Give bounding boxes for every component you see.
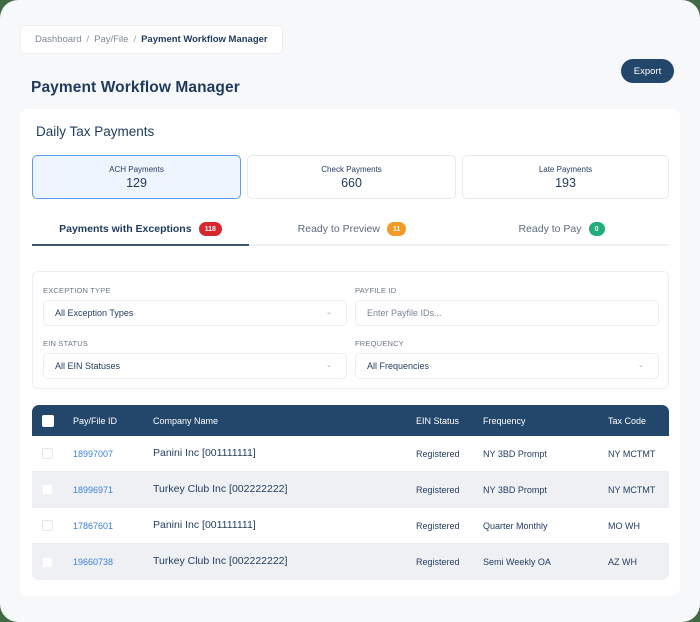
frequency-label: FREQUENCY [355, 339, 404, 348]
exception-type-select[interactable]: All Exception Types ⌄ [43, 300, 347, 326]
payfile-id-link[interactable]: 17867601 [73, 520, 114, 531]
breadcrumb-separator: / [133, 34, 137, 45]
breadcrumb-dashboard[interactable]: Dashboard [35, 34, 82, 45]
payfile-id-input[interactable]: Enter Payfile IDs... [355, 300, 659, 326]
page-title: Payment Workflow Manager [31, 79, 240, 96]
breadcrumb: Dashboard / Pay/File / Payment Workflow … [20, 25, 283, 54]
tab-ready-to-preview[interactable]: Ready to Preview 11 [249, 214, 455, 244]
tab-payments-with-exceptions[interactable]: Payments with Exceptions 118 [32, 214, 249, 246]
tab-label: Ready to Preview [297, 223, 380, 235]
frequency: Semi Weekly OA [483, 557, 551, 567]
tab-label: Payments with Exceptions [59, 223, 192, 235]
payfile-id-label: PAYFILE ID [355, 286, 397, 295]
row-checkbox[interactable] [42, 448, 53, 459]
tax-code: NY MCTMT [608, 484, 656, 495]
stat-card-ach-payments[interactable]: ACH Payments 129 [32, 155, 241, 199]
stat-value: 193 [555, 176, 576, 190]
ein-status: Registered [416, 484, 460, 495]
ein-status: Registered [416, 520, 460, 531]
frequency: NY 3BD Prompt [483, 484, 547, 495]
exceptions-count-badge: 118 [198, 222, 222, 236]
stat-value: 660 [341, 176, 362, 190]
tab-label: Ready to Pay [518, 223, 582, 235]
row-checkbox[interactable] [42, 484, 53, 495]
tax-code: MO WH [608, 520, 640, 531]
row-checkbox[interactable] [42, 520, 53, 531]
payfile-id-link[interactable]: 18996971 [73, 484, 114, 495]
stat-label: Late Payments [538, 165, 593, 174]
ein-status-label: EIN STATUS [43, 339, 89, 348]
ein-status-value: All EIN Statuses [55, 361, 121, 371]
tab-bar: Payments with Exceptions 118 Ready to Pr… [32, 214, 668, 246]
column-header-company-name[interactable]: Company Name [153, 415, 219, 426]
ein-status-select[interactable]: All EIN Statuses ⌄ [43, 353, 347, 379]
stat-card-check-payments[interactable]: Check Payments 660 [247, 155, 456, 199]
stat-label: Check Payments [321, 165, 382, 174]
export-button[interactable]: Export [621, 59, 674, 83]
section-title: Daily Tax Payments [36, 124, 155, 139]
frequency: NY 3BD Prompt [483, 448, 547, 459]
ein-status: Registered [416, 557, 460, 567]
table-header: Pay/File ID Company Name EIN Status Freq… [32, 405, 669, 436]
tax-code: NY MCTMT [608, 448, 656, 459]
column-header-frequency[interactable]: Frequency [483, 415, 526, 426]
breadcrumb-payfile[interactable]: Pay/File [94, 34, 129, 45]
column-header-tax-code[interactable]: Tax Code [608, 415, 647, 426]
table-row[interactable]: 19660738 Turkey Club Inc [002222222] Reg… [32, 544, 669, 580]
row-checkbox[interactable] [42, 556, 53, 568]
breadcrumb-current: Payment Workflow Manager [141, 34, 268, 45]
payments-table: Pay/File ID Company Name EIN Status Freq… [32, 405, 669, 580]
ein-status: Registered [416, 448, 460, 459]
payfile-id-link[interactable]: 18997007 [73, 448, 114, 459]
company-name: Turkey Club Inc [002222222] [153, 555, 288, 567]
preview-count-badge: 11 [386, 222, 407, 236]
frequency-value: All Frequencies [367, 361, 430, 371]
table-row[interactable]: 18996971 Turkey Club Inc [002222222] Reg… [32, 472, 669, 508]
stat-card-late-payments[interactable]: Late Payments 193 [462, 155, 669, 199]
payfile-id-link[interactable]: 19660738 [73, 557, 114, 567]
daily-tax-payments-card: Daily Tax Payments ACH Payments 129 Chec… [20, 109, 680, 596]
filter-panel: EXCEPTION TYPE All Exception Types ⌄ PAY… [32, 271, 669, 389]
pay-count-badge: 0 [588, 222, 605, 236]
payfile-id-placeholder: Enter Payfile IDs... [367, 308, 442, 318]
table-row[interactable]: 17867601 Panini Inc [001111111] Register… [32, 508, 669, 544]
breadcrumb-separator: / [86, 34, 90, 45]
stat-value: 129 [126, 176, 147, 190]
chevron-down-icon: ⌄ [638, 362, 644, 369]
chevron-down-icon: ⌄ [326, 309, 332, 316]
stat-label: ACH Payments [109, 165, 164, 174]
column-header-payfile-id[interactable]: Pay/File ID [73, 415, 118, 426]
tab-ready-to-pay[interactable]: Ready to Pay 0 [455, 214, 668, 244]
company-name: Panini Inc [001111111] [153, 519, 256, 531]
table-row[interactable]: 18997007 Panini Inc [001111111] Register… [32, 436, 669, 472]
frequency-select[interactable]: All Frequencies ⌄ [355, 353, 659, 379]
tax-code: AZ WH [608, 557, 637, 567]
select-all-checkbox[interactable] [42, 414, 54, 427]
exception-type-value: All Exception Types [55, 308, 134, 318]
frequency: Quarter Monthly [483, 520, 548, 531]
column-header-ein-status[interactable]: EIN Status [416, 415, 460, 426]
company-name: Panini Inc [001111111] [153, 447, 256, 459]
company-name: Turkey Club Inc [002222222] [153, 483, 288, 495]
chevron-down-icon: ⌄ [326, 362, 332, 369]
exception-type-label: EXCEPTION TYPE [43, 286, 111, 295]
